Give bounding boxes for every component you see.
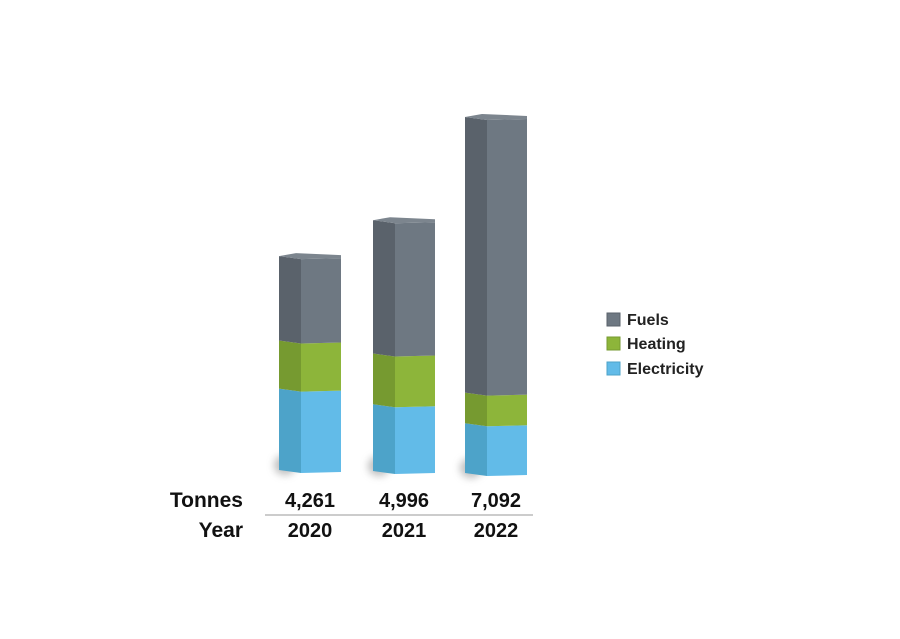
bar-side-heating-2021: [373, 353, 395, 408]
bar-side-heating-2022: [465, 392, 487, 427]
bar-segment-heating-2020: [279, 340, 341, 392]
legend-label-electricity: Electricity: [627, 361, 704, 378]
bar-side-heating-2020: [279, 340, 301, 392]
bar-top-2020: [279, 253, 341, 260]
total-value-2020: 4,261: [285, 490, 335, 512]
bar-side-fuels-2020: [279, 256, 301, 344]
bar-front-fuels-2020: [301, 258, 341, 344]
legend-item-electricity: Electricity: [606, 361, 704, 378]
column-2021: [368, 217, 435, 476]
legend-swatch-heating: [606, 336, 621, 351]
year-label-2022: 2022: [474, 520, 519, 542]
legend-swatch-fuels: [606, 312, 621, 327]
year-label-2020: 2020: [288, 520, 333, 542]
bar-top-2022: [465, 113, 527, 120]
bar-front-fuels-2021: [395, 222, 435, 357]
bar-segment-heating-2021: [373, 353, 435, 408]
bar-front-electricity-2021: [395, 406, 435, 474]
bar-segment-fuels-2021: [373, 220, 435, 357]
year-label-2021: 2021: [382, 520, 427, 542]
table-row-totals: Tonnes 4,261 4,996 7,092: [170, 489, 521, 512]
bar-front-heating-2022: [487, 394, 527, 427]
bar-front-electricity-2020: [301, 390, 341, 473]
totals-row-label: Tonnes: [170, 489, 243, 512]
legend-item-heating: Heating: [606, 336, 686, 353]
bar-segment-electricity-2022: [465, 423, 527, 476]
bar-side-electricity-2021: [373, 404, 395, 474]
bar-front-fuels-2022: [487, 118, 527, 396]
bar-segment-electricity-2021: [373, 404, 435, 474]
legend-label-heating: Heating: [627, 336, 686, 353]
bar-front-heating-2021: [395, 355, 435, 408]
bar-segment-fuels-2020: [279, 256, 341, 344]
legend-swatch-electricity: [606, 361, 621, 376]
bar-front-electricity-2022: [487, 425, 527, 476]
bar-side-fuels-2022: [465, 116, 487, 396]
bar-segment-fuels-2022: [465, 116, 527, 396]
column-2020: [274, 253, 341, 475]
columns-layer: [274, 113, 527, 478]
bar-side-electricity-2020: [279, 388, 301, 473]
legend: Fuels Heating Electricity: [606, 312, 704, 378]
column-2022: [460, 113, 527, 478]
legend-item-fuels: Fuels: [606, 312, 669, 329]
total-value-2022: 7,092: [471, 490, 521, 512]
bar-segment-electricity-2020: [279, 388, 341, 473]
bar-front-heating-2020: [301, 342, 341, 392]
total-value-2021: 4,996: [379, 490, 429, 512]
bar-segment-heating-2022: [465, 392, 527, 427]
bar-top-2021: [373, 217, 435, 224]
legend-label-fuels: Fuels: [627, 312, 669, 329]
bar-side-electricity-2022: [465, 423, 487, 476]
bar-side-fuels-2021: [373, 220, 395, 357]
year-row-label: Year: [199, 519, 243, 542]
table-row-years: Year 2020 2021 2022: [199, 519, 519, 542]
